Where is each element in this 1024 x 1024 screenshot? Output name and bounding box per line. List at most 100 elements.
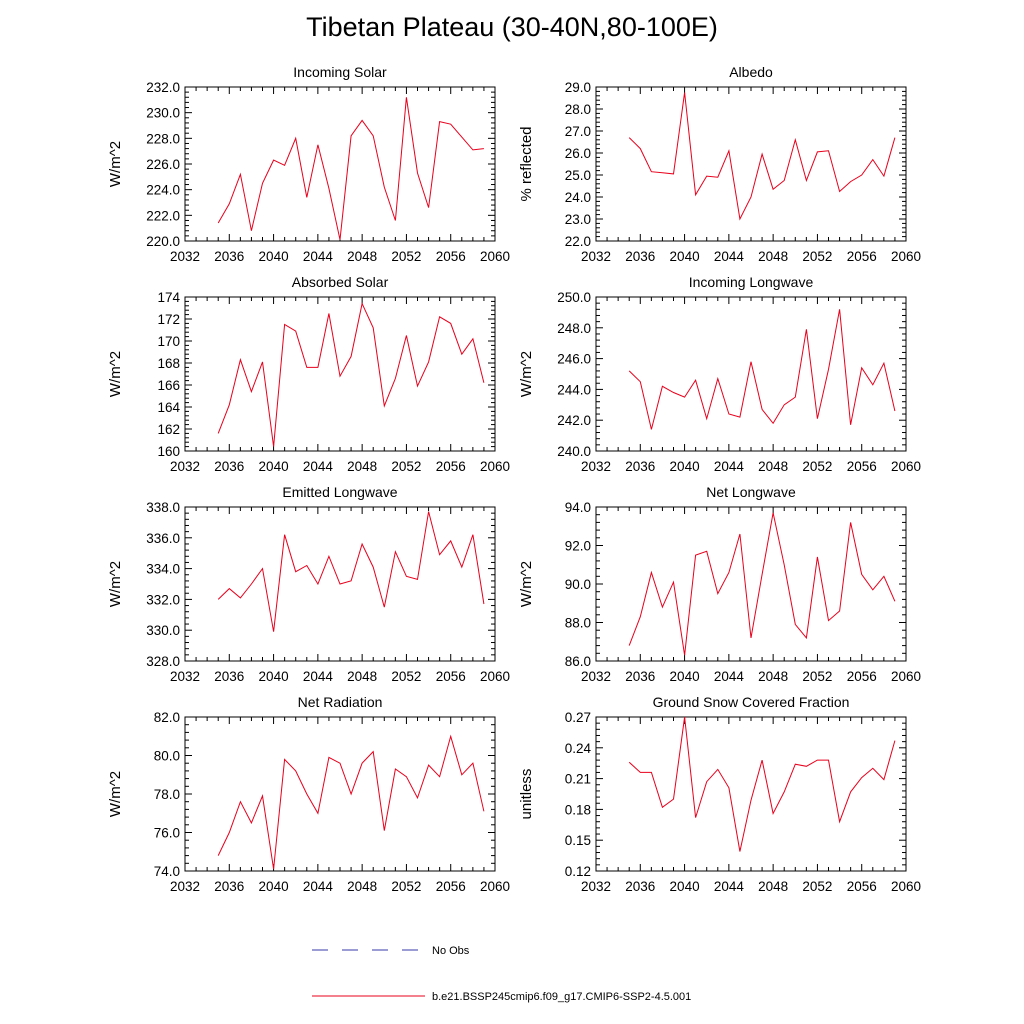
x-tick-label: 2048 — [347, 459, 377, 474]
x-tick-label: 2048 — [758, 459, 788, 474]
x-tick-label: 2040 — [670, 879, 700, 894]
y-tick-label: 27.0 — [565, 124, 591, 139]
x-tick-label: 2048 — [758, 669, 788, 684]
x-tick-label: 2044 — [714, 879, 745, 894]
y-tick-label: 166 — [157, 378, 180, 393]
y-tick-label: 250.0 — [557, 290, 591, 305]
series-line — [217, 97, 484, 240]
x-tick-label: 2040 — [670, 459, 700, 474]
y-tick-label: 332.0 — [146, 592, 180, 607]
x-tick-label: 2048 — [758, 879, 788, 894]
x-tick-label: 2032 — [581, 249, 611, 264]
y-tick-label: 24.0 — [565, 190, 591, 205]
series-line — [217, 734, 485, 870]
y-tick-label: 224.0 — [146, 183, 180, 198]
y-tick-label: 168 — [157, 356, 180, 371]
panel-incoming-solar: 2032 2036 2040 2044 2048 2052 2056 2060 220.0 222… — [107, 64, 510, 264]
y-tick-label: 160 — [157, 444, 180, 459]
x-tick-label: 2040 — [259, 879, 289, 894]
y-tick-label: 92.0 — [565, 539, 591, 554]
y-tick-label: 90.0 — [565, 577, 591, 592]
x-tick-label: 2032 — [581, 669, 611, 684]
y-tick-label: 334.0 — [146, 562, 180, 577]
x-tick-label: 2048 — [347, 669, 377, 684]
x-tick-label: 2056 — [436, 249, 466, 264]
y-tick-label: 0.21 — [565, 772, 591, 787]
x-tick-label: 2060 — [480, 669, 510, 684]
x-tick-label: 2052 — [391, 669, 421, 684]
panel-title: Net Radiation — [298, 694, 383, 710]
x-tick-label: 2048 — [347, 879, 377, 894]
y-tick-label: 336.0 — [146, 531, 180, 546]
y-tick-label: 172 — [157, 312, 180, 327]
y-tick-label: 222.0 — [146, 208, 180, 223]
plot-frame — [184, 716, 496, 872]
y-tick-label: 0.12 — [565, 864, 591, 879]
y-tick-label: 0.24 — [565, 741, 592, 756]
y-tick-label: 82.0 — [154, 710, 180, 725]
y-axis-label: W/m^2 — [107, 141, 124, 187]
x-tick-label: 2032 — [170, 879, 200, 894]
y-tick-label: 28.0 — [565, 102, 591, 117]
y-axis-label: W/m^2 — [107, 771, 124, 817]
plot-frame — [595, 86, 907, 242]
y-axis-label: W/m^2 — [107, 561, 124, 607]
y-tick-label: 330.0 — [146, 623, 180, 638]
x-tick-label: 2060 — [891, 249, 921, 264]
x-tick-label: 2032 — [170, 459, 200, 474]
x-tick-label: 2056 — [847, 669, 877, 684]
series-line — [628, 716, 896, 852]
y-tick-label: 25.0 — [565, 168, 591, 183]
x-tick-label: 2044 — [714, 249, 745, 264]
x-tick-label: 2052 — [391, 459, 421, 474]
y-tick-label: 164 — [157, 400, 180, 415]
y-tick-label: 246.0 — [557, 352, 591, 367]
plot-frame — [595, 716, 907, 872]
panel-emitted-longwave: 2032 2036 2040 2044 2048 2052 2056 2060 328.0 330… — [107, 484, 510, 684]
y-tick-label: 0.18 — [565, 802, 591, 817]
y-tick-label: 220.0 — [146, 234, 180, 249]
x-tick-label: 2060 — [891, 669, 921, 684]
y-tick-label: 0.15 — [565, 833, 591, 848]
y-tick-label: 242.0 — [557, 413, 591, 428]
y-tick-label: 338.0 — [146, 500, 180, 515]
x-tick-label: 2056 — [847, 249, 877, 264]
panel-ground-snow-covered-fraction: 2032 2036 2040 2044 2048 2052 2056 2060 0.12 0.15… — [518, 694, 921, 894]
x-tick-label: 2056 — [436, 459, 466, 474]
x-tick-label: 2052 — [391, 249, 421, 264]
panel-title: Emitted Longwave — [282, 484, 397, 500]
x-tick-label: 2048 — [347, 249, 377, 264]
y-tick-label: 29.0 — [565, 80, 591, 95]
panel-albedo: 2032 2036 2040 2044 2048 2052 2056 2060 22.0 23.0… — [518, 64, 921, 264]
x-tick-label: 2052 — [802, 459, 832, 474]
x-tick-label: 2032 — [170, 249, 200, 264]
y-tick-label: 328.0 — [146, 654, 180, 669]
x-tick-label: 2052 — [391, 879, 421, 894]
y-tick-label: 230.0 — [146, 106, 180, 121]
legend: No Obs b.e21.BSSP245cmip6.f09_g17.CMIP6-S… — [312, 945, 691, 1003]
x-tick-label: 2044 — [714, 669, 745, 684]
x-tick-label: 2036 — [625, 669, 655, 684]
panel-net-radiation: 2032 2036 2040 2044 2048 2052 2056 2060 74.0 76.0… — [107, 694, 510, 894]
x-tick-label: 2056 — [847, 459, 877, 474]
x-tick-label: 2036 — [625, 459, 655, 474]
y-axis-label: W/m^2 — [518, 561, 535, 607]
x-tick-label: 2044 — [303, 249, 334, 264]
legend-label: No Obs — [432, 945, 470, 957]
panel-net-longwave: 2032 2036 2040 2044 2048 2052 2056 2060 86.0 88.0… — [518, 484, 921, 684]
x-tick-label: 2056 — [436, 669, 466, 684]
x-tick-label: 2036 — [625, 249, 655, 264]
figure-title: Tibetan Plateau (30-40N,80-100E) — [306, 12, 718, 42]
x-tick-label: 2032 — [581, 459, 611, 474]
y-tick-label: 74.0 — [154, 864, 180, 879]
y-tick-label: 26.0 — [565, 146, 591, 161]
y-tick-label: 76.0 — [154, 826, 180, 841]
x-tick-label: 2040 — [259, 459, 289, 474]
x-tick-label: 2056 — [847, 879, 877, 894]
y-tick-label: 80.0 — [154, 749, 180, 764]
y-axis-label: W/m^2 — [107, 351, 124, 397]
x-tick-label: 2044 — [714, 459, 745, 474]
series-line — [217, 302, 485, 447]
y-tick-label: 162 — [157, 422, 180, 437]
panel-title: Incoming Longwave — [689, 274, 814, 290]
